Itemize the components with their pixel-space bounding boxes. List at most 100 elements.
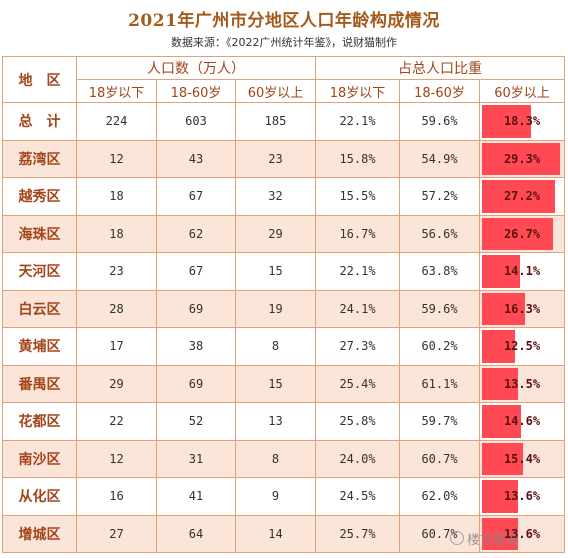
table-row: 花都区 22 52 13 25.8% 59.7% 14.6% xyxy=(2,402,566,441)
header-population-group: 人口数（万人） xyxy=(76,56,316,80)
table-row: 白云区 28 69 19 24.1% 59.6% 16.3% xyxy=(2,289,566,328)
share-over60: 26.7% xyxy=(478,214,566,253)
population-18to60: 41 xyxy=(156,477,236,516)
share-over60-label: 26.7% xyxy=(503,226,541,241)
share-over60: 29.3% xyxy=(478,139,566,178)
header-region: 地 区 xyxy=(2,56,77,103)
share-bar xyxy=(482,517,518,550)
header-share-group: 占总人口比重 xyxy=(314,56,566,80)
population-over60: 14 xyxy=(235,514,316,553)
share-over60: 27.2% xyxy=(478,177,566,216)
share-under18: 16.7% xyxy=(315,214,400,253)
population-under18: 28 xyxy=(76,289,157,328)
table-row: 黄埔区 17 38 8 27.3% 60.2% 12.5% xyxy=(2,327,566,366)
share-over60: 15.4% xyxy=(478,439,566,478)
share-under18: 24.5% xyxy=(315,477,400,516)
share-18to60: 62.0% xyxy=(399,477,480,516)
share-18to60: 57.2% xyxy=(399,177,480,216)
population-over60: 19 xyxy=(235,289,316,328)
share-under18: 15.5% xyxy=(315,177,400,216)
population-18to60: 603 xyxy=(156,102,236,141)
population-18to60: 67 xyxy=(156,177,236,216)
share-under18: 25.4% xyxy=(315,364,400,403)
share-18to60: 60.7% xyxy=(399,514,480,553)
share-over60: 13.6% xyxy=(478,514,566,553)
population-under18: 224 xyxy=(76,102,157,141)
table-row: 总 计 224 603 185 22.1% 59.6% 18.3% xyxy=(2,102,566,141)
population-over60: 13 xyxy=(235,402,316,441)
share-18to60: 60.2% xyxy=(399,327,480,366)
header-col: 18岁以下 xyxy=(315,79,400,103)
region-name: 天河区 xyxy=(2,252,77,291)
population-over60: 15 xyxy=(235,364,316,403)
share-bar xyxy=(482,330,515,363)
age-table: 地 区 人口数（万人） 占总人口比重 18岁以下 18-60岁 60岁以上 18… xyxy=(2,56,566,553)
table-row: 番禺区 29 69 15 25.4% 61.1% 13.5% xyxy=(2,364,566,403)
population-over60: 32 xyxy=(235,177,316,216)
share-18to60: 56.6% xyxy=(399,214,480,253)
population-18to60: 38 xyxy=(156,327,236,366)
population-18to60: 69 xyxy=(156,289,236,328)
header-col: 60岁以上 xyxy=(478,79,566,103)
share-over60: 18.3% xyxy=(478,102,566,141)
region-name: 荔湾区 xyxy=(2,139,77,178)
share-over60-label: 29.3% xyxy=(503,151,541,166)
population-under18: 23 xyxy=(76,252,157,291)
page-title: 2021年广州市分地区人口年龄构成情况 xyxy=(128,11,440,31)
population-over60: 23 xyxy=(235,139,316,178)
region-name: 黄埔区 xyxy=(2,327,77,366)
share-18to60: 63.8% xyxy=(399,252,480,291)
share-bar xyxy=(482,405,521,438)
region-name: 南沙区 xyxy=(2,439,77,478)
share-over60-label: 14.6% xyxy=(503,414,541,429)
population-18to60: 64 xyxy=(156,514,236,553)
population-under18: 18 xyxy=(76,214,157,253)
watermark-text: 楼市雷语 xyxy=(467,533,520,548)
population-over60: 8 xyxy=(235,439,316,478)
population-over60: 185 xyxy=(235,102,316,141)
share-under18: 24.1% xyxy=(315,289,400,328)
share-over60-label: 13.6% xyxy=(503,526,541,541)
population-18to60: 62 xyxy=(156,214,236,253)
table-body: 总 计 224 603 185 22.1% 59.6% 18.3% 荔湾区 12 43 23 15.8… xyxy=(2,102,566,553)
share-bar xyxy=(482,367,518,400)
share-over60-label: 18.3% xyxy=(503,114,541,129)
share-18to60: 61.1% xyxy=(399,364,480,403)
population-under18: 27 xyxy=(76,514,157,553)
region-name: 番禺区 xyxy=(2,364,77,403)
share-bar xyxy=(482,180,555,213)
population-18to60: 43 xyxy=(156,139,236,178)
population-under18: 22 xyxy=(76,402,157,441)
share-over60: 12.5% xyxy=(478,327,566,366)
watermark: 楼市雷语 xyxy=(450,529,519,548)
share-18to60: 59.6% xyxy=(399,102,480,141)
share-over60-label: 14.1% xyxy=(503,264,541,279)
share-under18: 27.3% xyxy=(315,327,400,366)
table-row: 越秀区 18 67 32 15.5% 57.2% 27.2% xyxy=(2,177,566,216)
share-over60-label: 27.2% xyxy=(503,189,541,204)
share-over60-label: 13.6% xyxy=(503,489,541,504)
header-col: 18-60岁 xyxy=(399,79,480,103)
population-under18: 29 xyxy=(76,364,157,403)
table-row: 天河区 23 67 15 22.1% 63.8% 14.1% xyxy=(2,252,566,291)
share-under18: 25.7% xyxy=(315,514,400,553)
table-row: 海珠区 18 62 29 16.7% 56.6% 26.7% xyxy=(2,214,566,253)
population-under18: 17 xyxy=(76,327,157,366)
share-18to60: 60.7% xyxy=(399,439,480,478)
header-col: 60岁以上 xyxy=(235,79,316,103)
region-name: 总 计 xyxy=(2,102,77,141)
header-col: 18岁以下 xyxy=(76,79,157,103)
region-name: 从化区 xyxy=(2,477,77,516)
share-bar xyxy=(482,442,523,475)
table-row: 荔湾区 12 43 23 15.8% 54.9% 29.3% xyxy=(2,139,566,178)
population-18to60: 67 xyxy=(156,252,236,291)
population-18to60: 52 xyxy=(156,402,236,441)
region-name: 越秀区 xyxy=(2,177,77,216)
share-under18: 25.8% xyxy=(315,402,400,441)
share-bar xyxy=(482,217,553,250)
region-name: 海珠区 xyxy=(2,214,77,253)
population-18to60: 69 xyxy=(156,364,236,403)
share-under18: 22.1% xyxy=(315,102,400,141)
region-name: 白云区 xyxy=(2,289,77,328)
